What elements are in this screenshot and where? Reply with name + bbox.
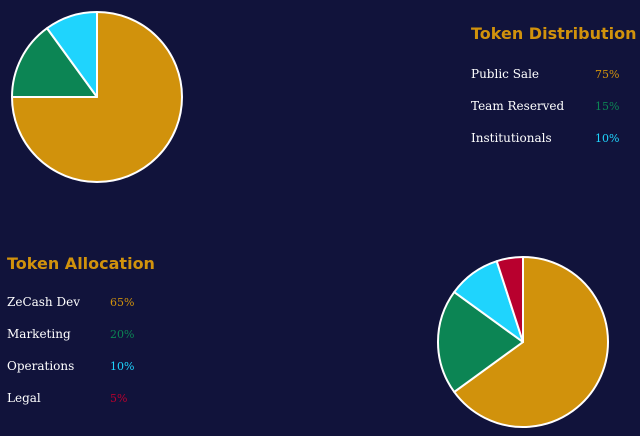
token-distribution-pie (11, 11, 183, 183)
legend-value-operations: 10% (110, 360, 135, 373)
legend-row-institutionals: Institutionals 10% (471, 130, 623, 162)
pie-slice-marketing (436, 291, 524, 393)
legend-value-public-sale: 75% (595, 68, 620, 81)
legend-row-legal: Legal 5% (7, 390, 137, 422)
pie-slice-public-sale (11, 11, 183, 183)
token-allocation-title: Token Allocation (7, 254, 155, 273)
legend-value-legal: 5% (110, 392, 128, 405)
pie-slice-zecash-dev (453, 256, 609, 428)
legend-row-team-reserved: Team Reserved 15% (471, 98, 623, 130)
legend-value-team-reserved: 15% (595, 100, 620, 113)
legend-label-institutionals: Institutionals (471, 131, 552, 145)
legend-label-marketing: Marketing (7, 327, 71, 341)
legend-value-zecash-dev: 65% (110, 296, 135, 309)
legend-label-public-sale: Public Sale (471, 67, 540, 81)
legend-value-marketing: 20% (110, 328, 135, 341)
legend-label-zecash-dev: ZeCash Dev (7, 295, 80, 309)
legend-row-zecash-dev: ZeCash Dev 65% (7, 294, 137, 326)
legend-label-operations: Operations (7, 359, 75, 373)
token-distribution-title: Token Distribution (471, 24, 637, 43)
token-allocation-pie (436, 256, 609, 428)
pie-slice-institutionals (46, 11, 98, 98)
legend-label-team-reserved: Team Reserved (471, 99, 565, 113)
legend-row-marketing: Marketing 20% (7, 326, 137, 358)
legend-row-operations: Operations 10% (7, 358, 137, 390)
token-allocation-legend: ZeCash Dev 65% Marketing 20% Operations … (7, 294, 137, 422)
pie-slice-team-reserved (11, 27, 98, 98)
legend-value-institutionals: 10% (595, 132, 620, 145)
token-distribution-legend: Public Sale 75% Team Reserved 15% Instit… (471, 66, 623, 162)
legend-label-legal: Legal (7, 391, 41, 405)
pie-slice-legal (495, 256, 524, 343)
legend-row-public-sale: Public Sale 75% (471, 66, 623, 98)
